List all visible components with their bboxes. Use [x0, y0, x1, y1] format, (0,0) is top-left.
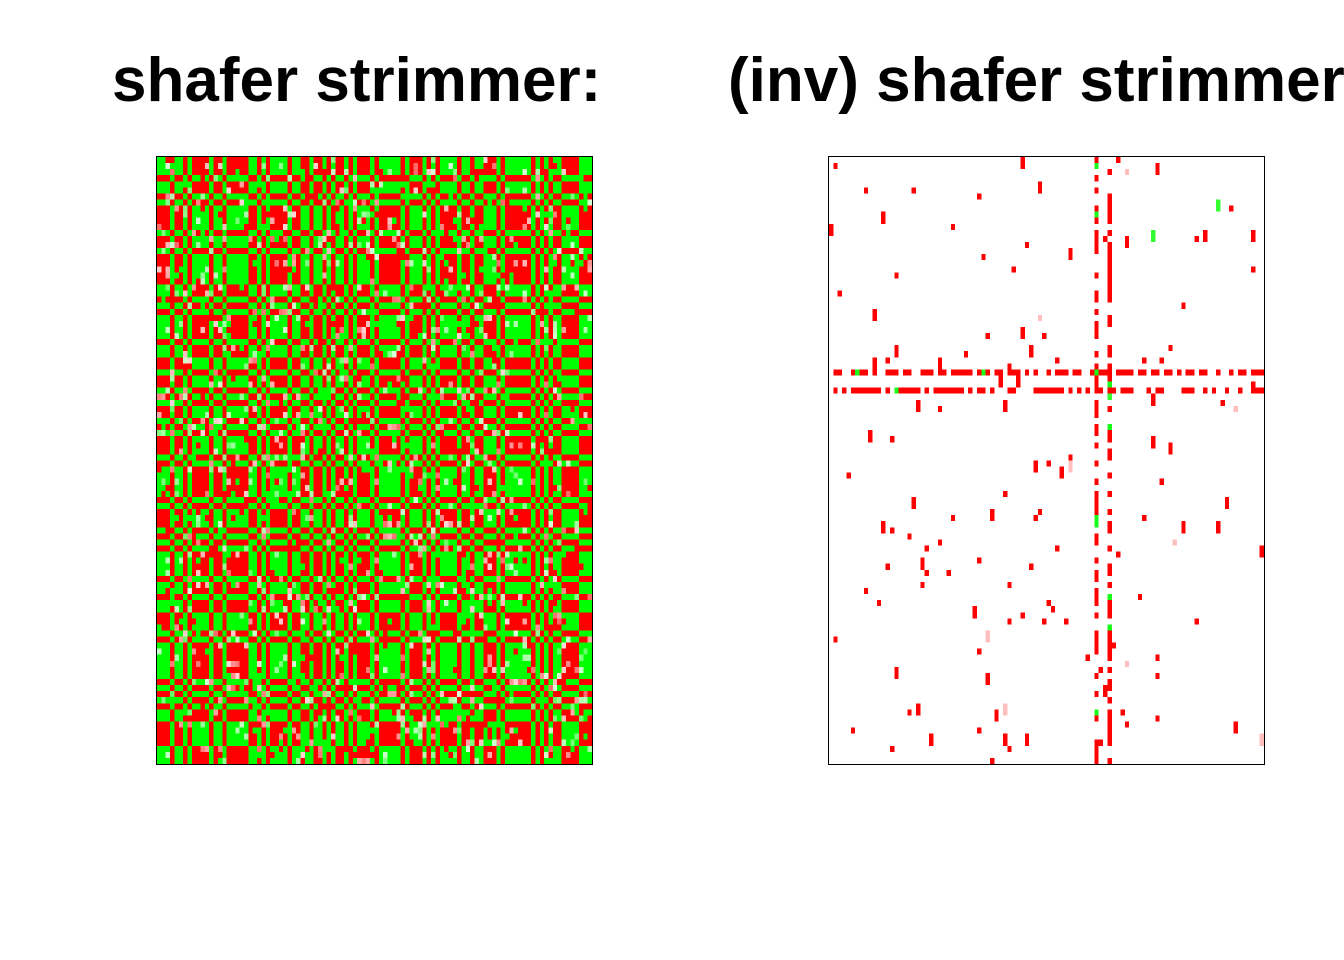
heatmap-right	[828, 156, 1265, 765]
heatmap-left	[156, 156, 593, 765]
chart-title-left: shafer strimmer:	[112, 46, 602, 115]
chart-title-right: (inv) shafer strimmer	[728, 46, 1344, 115]
